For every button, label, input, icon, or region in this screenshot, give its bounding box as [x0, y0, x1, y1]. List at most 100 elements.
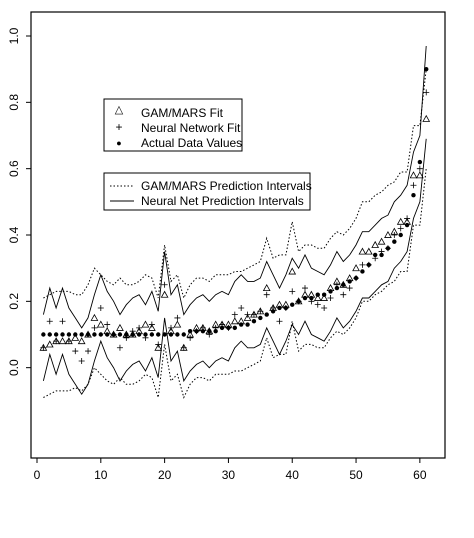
- actual-data-point: [156, 332, 161, 337]
- actual-data-point: [213, 328, 218, 334]
- actual-data-point: [47, 332, 52, 337]
- y-tick-label: 0.0: [7, 359, 21, 376]
- actual-data-point: [79, 332, 84, 337]
- gam-mars-fit-point: [84, 330, 92, 338]
- neural-network-fit-point: [410, 182, 417, 189]
- actual-data-point: [232, 325, 238, 331]
- neural-network-fit-point: [289, 288, 296, 295]
- actual-data-point: [143, 332, 148, 337]
- legend-label-gam-mars-intervals: GAM/MARS Prediction Intervals: [141, 179, 312, 193]
- actual-data-point: [379, 252, 384, 258]
- neural-net-interval-lower: [42, 138, 427, 396]
- actual-data-point: [277, 305, 282, 311]
- actual-data-point: [398, 232, 403, 238]
- actual-data-point: [41, 332, 46, 337]
- gam-mars-fit-point: [371, 240, 380, 248]
- actual-data-point: [347, 279, 352, 284]
- actual-data-point: [328, 289, 333, 294]
- prediction-interval-lines: [42, 45, 427, 399]
- neural-network-fit-point: [276, 318, 283, 325]
- gam-mars-fit-point: [422, 114, 431, 122]
- actual-data-point: [360, 269, 365, 274]
- neural-network-fit-point: [116, 344, 123, 351]
- neural-network-fit-point: [397, 225, 404, 232]
- neural-network-fit-point: [168, 324, 174, 331]
- actual-data-point: [181, 332, 186, 337]
- gam-mars-fit-point: [173, 320, 182, 328]
- gam-mars-fit-point: [415, 171, 424, 179]
- actual-data-point: [251, 319, 257, 324]
- actual-data-point: [136, 332, 142, 337]
- gam-mars-interval-lower: [43, 168, 427, 399]
- neural-network-fit-point: [72, 348, 79, 355]
- neural-network-fit-point: [110, 331, 117, 338]
- neural-network-fit-point: [340, 291, 347, 298]
- x-tick-label: 40: [286, 468, 300, 482]
- gam-mars-fit-point: [326, 284, 335, 292]
- gam-mars-fit-point: [128, 330, 137, 338]
- neural-network-fit-point: [282, 304, 289, 311]
- legend-symbol-triangle: △: [115, 104, 124, 116]
- neural-network-fit-point: [365, 261, 372, 268]
- x-axis: 0 10 20 30 40 50 60: [34, 458, 427, 482]
- gam-mars-fit-point: [90, 313, 99, 321]
- actual-data-point: [162, 332, 167, 337]
- neural-network-fit-point: [308, 298, 315, 305]
- actual-data-point: [104, 332, 110, 337]
- neural-network-fit-point: [104, 321, 111, 328]
- x-tick-label: 10: [94, 468, 108, 482]
- neural-network-fit-point: [423, 89, 430, 96]
- neural-network-fit-point: [136, 324, 143, 331]
- x-tick-label: 60: [413, 468, 427, 482]
- actual-data-point: [372, 252, 378, 258]
- neural-network-fit-point: [174, 314, 181, 321]
- neural-network-fit-point: [129, 328, 136, 335]
- legend-lines: GAM/MARS Prediction Intervals Neural Net…: [103, 172, 312, 211]
- neural-network-fit-point: [85, 348, 92, 355]
- neural-network-fit-point: [199, 324, 206, 331]
- actual-data-point: [334, 285, 340, 291]
- y-axis: 0.0 0.2 0.4 0.6 0.8 1.0: [7, 27, 31, 376]
- gam-mars-fit-point: [288, 267, 297, 275]
- gam-mars-fit-point: [147, 323, 156, 331]
- gam-mars-fit-point: [237, 317, 246, 325]
- neural-network-fit-point: [231, 311, 238, 318]
- neural-network-fit-point: [148, 321, 155, 328]
- neural-network-fit-point: [404, 215, 411, 222]
- gam-mars-interval-upper: [43, 69, 427, 300]
- actual-data-point: [404, 222, 410, 228]
- neural-network-fit-point: [244, 311, 251, 318]
- neural-network-fit-point: [40, 344, 47, 351]
- neural-network-fit-point: [302, 285, 308, 292]
- y-tick-label: 0.6: [7, 160, 21, 177]
- legend-label-actual-data-values: Actual Data Values: [141, 136, 242, 150]
- neural-network-fit-point: [187, 334, 194, 341]
- y-tick-label: 0.4: [7, 226, 21, 243]
- neural-network-fit-point: [321, 304, 328, 311]
- neural-network-fit-point: [372, 255, 379, 262]
- neural-network-fit-point: [257, 308, 264, 315]
- actual-data-point: [53, 332, 59, 337]
- actual-data-point: [175, 332, 180, 337]
- gam-mars-fit-point: [396, 217, 405, 225]
- gam-mars-fit-point: [409, 171, 418, 179]
- gam-mars-fit-point: [45, 340, 54, 348]
- gam-mars-fit-point: [352, 264, 360, 272]
- neural-network-fit-point: [327, 295, 334, 302]
- x-tick-label: 0: [34, 468, 41, 482]
- gam-mars-fit-point: [141, 320, 150, 328]
- actual-data-point: [149, 332, 155, 337]
- neural-network-fit-point: [270, 304, 277, 311]
- actual-data-point: [417, 159, 423, 165]
- actual-data-point: [60, 332, 65, 337]
- gam-mars-fit-point: [345, 274, 354, 282]
- gam-mars-fit-point: [96, 320, 105, 328]
- actual-data-point: [411, 193, 416, 198]
- neural-network-fit-point: [263, 291, 270, 298]
- actual-data-point: [92, 332, 97, 337]
- neural-network-fit-point: [46, 318, 53, 325]
- actual-data-point: [302, 295, 308, 301]
- neural-network-fit-point: [65, 338, 72, 345]
- actual-data-point: [264, 312, 269, 317]
- actual-data-point: [98, 332, 104, 337]
